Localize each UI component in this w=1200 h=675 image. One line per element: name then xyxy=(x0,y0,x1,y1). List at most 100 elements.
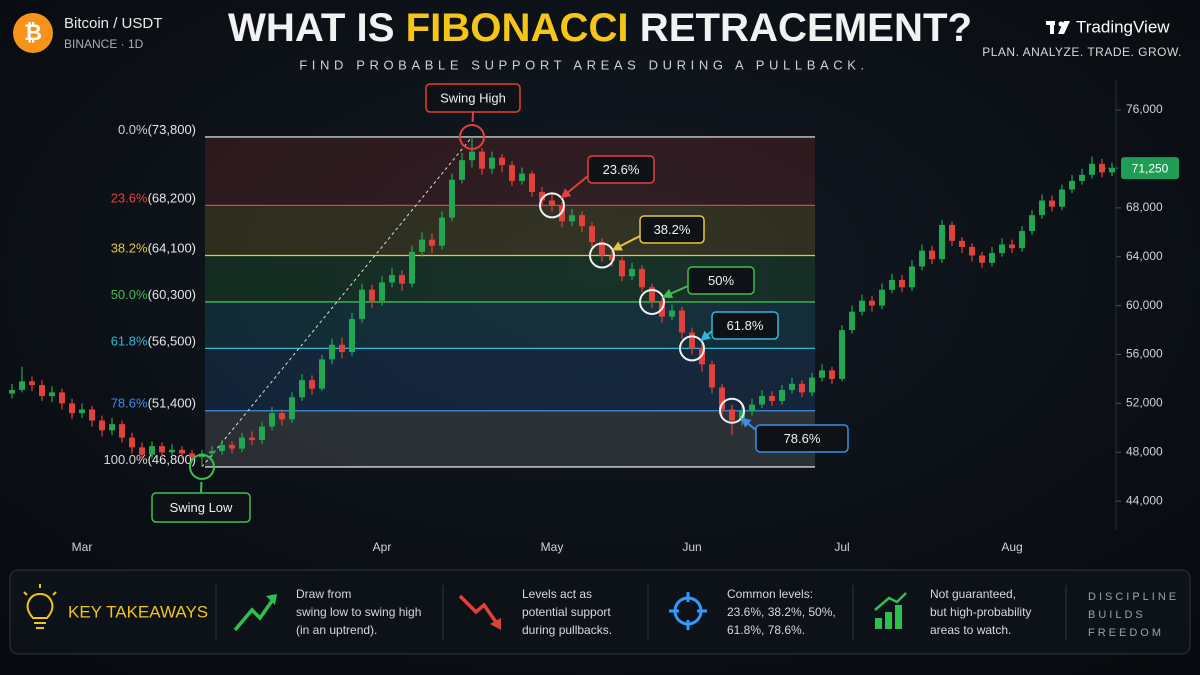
fib-percent: 38.2% xyxy=(111,241,148,256)
candle-body xyxy=(869,300,875,306)
takeaway-line: Levels act as xyxy=(522,587,592,601)
callout-text: Swing Low xyxy=(170,500,233,515)
fib-price: (64,100) xyxy=(148,241,196,256)
level-touch xyxy=(679,335,705,362)
candle-body xyxy=(219,444,225,452)
candle-body xyxy=(859,300,865,312)
candle-body xyxy=(889,279,895,290)
candle-body xyxy=(449,179,455,218)
level-touch xyxy=(719,397,745,424)
fib-price: (73,800) xyxy=(148,122,196,137)
exchange: BINANCE · 1D xyxy=(64,37,144,51)
callout-pointer xyxy=(611,235,641,251)
candle-body xyxy=(329,344,335,360)
takeaway-line: 23.6%, 38.2%, 50%, xyxy=(727,605,836,619)
candle-body xyxy=(529,173,535,192)
candle-body xyxy=(579,215,585,227)
fib-price: (68,200) xyxy=(148,191,196,206)
candle-body xyxy=(299,380,305,398)
slogan: PLAN. ANALYZE. TRADE. GROW. xyxy=(982,45,1182,59)
candle-body xyxy=(709,364,715,388)
fib-label: 38.2%(64,100) xyxy=(111,241,196,256)
candle-body xyxy=(649,287,655,302)
candle-body xyxy=(619,260,625,277)
y-tick-label: 76,000 xyxy=(1126,102,1163,116)
fib-percent: 0.0% xyxy=(118,122,148,137)
candle-body xyxy=(109,424,115,431)
candle-body xyxy=(59,392,65,404)
icon-trend xyxy=(874,592,907,611)
candle-body xyxy=(169,449,175,453)
candle-body xyxy=(79,409,85,414)
takeaway-line: Draw from xyxy=(296,587,351,601)
candle-body xyxy=(539,191,545,201)
callout-box xyxy=(425,83,521,113)
fib-label: 23.6%(68,200) xyxy=(111,191,196,206)
candle-body xyxy=(89,409,95,421)
x-tick-label: Aug xyxy=(1001,540,1022,554)
x-tick-label: May xyxy=(541,540,564,554)
motto-line: DISCIPLINE xyxy=(1088,591,1179,603)
fib-price: (51,400) xyxy=(148,396,196,411)
candle-body xyxy=(239,437,245,449)
candle-body xyxy=(349,319,355,353)
takeaway-line: Not guaranteed, xyxy=(930,587,1016,601)
level-touch xyxy=(639,288,665,315)
logo-part xyxy=(1050,21,1054,34)
fib-zone xyxy=(205,410,815,467)
candle-body xyxy=(979,255,985,263)
level-touch xyxy=(189,453,215,480)
candle-body xyxy=(1089,163,1095,175)
fib-percent: 78.6% xyxy=(111,396,148,411)
fib-label: 78.6%(51,400) xyxy=(111,396,196,411)
takeaway-line: 61.8%, 78.6%. xyxy=(727,623,805,637)
candle-body xyxy=(149,446,155,455)
candle-body xyxy=(919,250,925,267)
x-tick-label: Jul xyxy=(834,540,849,554)
callout-text: Swing High xyxy=(440,90,506,105)
fib-label: 100.0%(46,800) xyxy=(103,452,196,467)
callout-text: 23.6% xyxy=(603,162,640,177)
icon-bar xyxy=(875,618,882,629)
callout-pointer xyxy=(662,285,689,299)
candle-body xyxy=(119,424,125,438)
coin-icon xyxy=(13,13,53,53)
candle-body xyxy=(19,381,25,390)
candle-body xyxy=(599,242,605,256)
takeaway-line: potential support xyxy=(522,605,611,619)
x-tick-label: Mar xyxy=(72,540,93,554)
candle-body xyxy=(309,380,315,389)
symbol: Bitcoin / USDT xyxy=(64,15,162,32)
callout-text: 78.6% xyxy=(784,431,821,446)
candle-body xyxy=(1059,189,1065,207)
candle-body xyxy=(209,451,215,454)
candle-body xyxy=(789,383,795,390)
subtitle: FIND PROBABLE SUPPORT AREAS DURING A PUL… xyxy=(299,57,868,72)
chart-title: WHAT IS FIBONACCI RETRACEMENT? xyxy=(228,6,972,50)
candle-body xyxy=(999,244,1005,254)
candle-body xyxy=(459,160,465,180)
y-tick-label: 52,000 xyxy=(1126,396,1163,410)
candle-body xyxy=(799,383,805,393)
callout-box xyxy=(587,155,655,184)
candle-body xyxy=(469,151,475,161)
callout-box xyxy=(711,311,779,340)
crosshair-icon xyxy=(669,592,707,630)
takeaway-line: areas to watch. xyxy=(930,623,1011,637)
fib-zone xyxy=(205,205,815,256)
up-arrow-icon xyxy=(233,596,276,632)
takeaway-line: swing low to swing high xyxy=(296,605,421,619)
candle-body xyxy=(849,311,855,331)
title-highlight: FIBONACCI xyxy=(406,6,629,50)
down-arrow-head xyxy=(490,618,501,630)
last-price-label: 71,250 xyxy=(1132,161,1169,175)
fib-percent: 100.0% xyxy=(103,452,148,467)
candle-body xyxy=(689,332,695,349)
swing-line xyxy=(201,136,473,468)
bars-icon xyxy=(874,592,907,629)
brand-logo xyxy=(1046,21,1070,34)
bulb-ray xyxy=(52,591,57,596)
candle-body xyxy=(969,246,975,256)
candle-body xyxy=(1109,168,1115,173)
